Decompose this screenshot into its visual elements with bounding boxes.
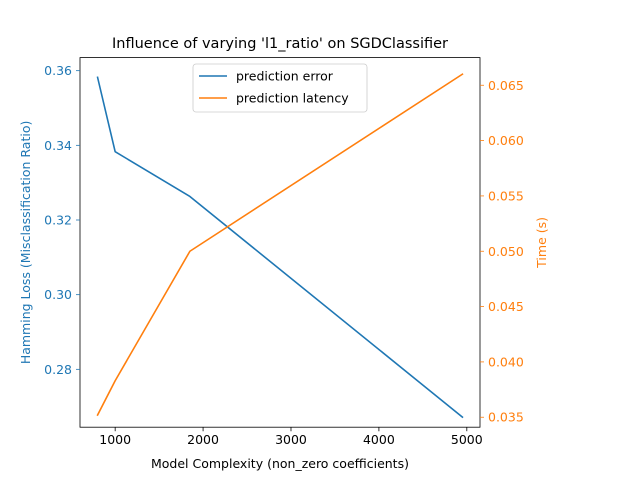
x-tick-label: 3000 [275,432,307,447]
x-tick-label: 4000 [363,432,395,447]
series-line-prediction-latency [96,73,464,417]
left-axis-label: Hamming Loss (Misclassification Ratio) [18,121,33,365]
x-tick-label: 1000 [99,432,131,447]
legend: prediction error prediction latency [192,63,368,113]
left-tick-label: 0.30 [44,287,72,302]
chart-title: Influence of varying 'l1_ratio' on SGDCl… [112,36,448,52]
plot-lines [96,73,464,419]
legend-label: prediction latency [236,91,349,106]
x-tick-label: 5000 [451,432,483,447]
left-tick-label: 0.28 [44,362,72,377]
legend-label: prediction error [236,69,334,84]
right-tick-label: 0.045 [488,299,524,314]
right-tick-label: 0.035 [488,410,524,425]
x-axis-ticks: 1000 2000 3000 4000 5000 [99,427,483,447]
plot-frame [79,57,481,428]
right-tick-label: 0.055 [488,188,524,203]
right-tick-label: 0.050 [488,244,524,259]
left-axis-ticks: 0.28 0.30 0.32 0.34 0.36 [44,63,80,377]
series-line-prediction-error [96,76,464,419]
right-axis-ticks: 0.035 0.040 0.045 0.050 0.055 0.060 0.065 [480,78,524,425]
left-tick-label: 0.32 [44,213,72,228]
left-tick-label: 0.36 [44,63,72,78]
legend-box [192,63,368,113]
right-tick-label: 0.040 [488,354,524,369]
right-axis-label: Time (s) [534,217,549,269]
right-tick-label: 0.060 [488,133,524,148]
left-tick-label: 0.34 [44,138,72,153]
x-tick-label: 2000 [187,432,219,447]
right-tick-label: 0.065 [488,78,524,93]
x-axis-label: Model Complexity (non_zero coefficients) [151,456,409,471]
